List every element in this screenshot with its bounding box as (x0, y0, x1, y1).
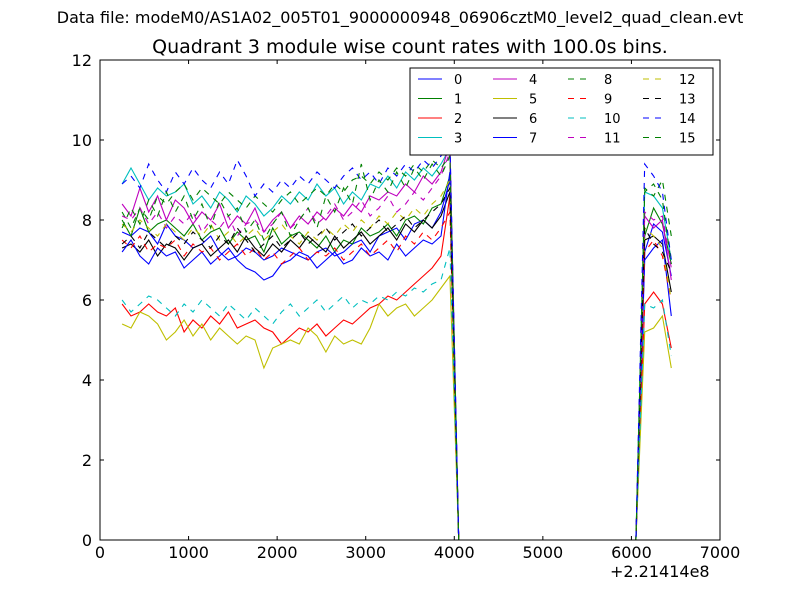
x-offset-label: +2.21414e8 (610, 562, 710, 581)
x-tick-label: 3000 (345, 543, 386, 562)
series-line-8 (121, 154, 672, 541)
legend-label-13: 13 (679, 93, 696, 108)
x-tick-label: 0 (95, 543, 105, 562)
legend-label-15: 15 (679, 132, 696, 147)
y-tick-label: 6 (82, 291, 92, 310)
legend-label-5: 5 (529, 93, 537, 108)
series-line-4 (121, 143, 672, 541)
series-line-9 (121, 209, 672, 541)
x-tick-label: 1000 (168, 543, 209, 562)
legend-label-8: 8 (604, 73, 612, 88)
legend-label-1: 1 (454, 93, 462, 108)
y-tick-label: 0 (82, 531, 92, 550)
legend-label-2: 2 (454, 112, 462, 127)
series-line-1 (121, 175, 672, 541)
legend-label-3: 3 (454, 132, 462, 147)
y-tick-label: 4 (82, 371, 92, 390)
series-line-3 (121, 145, 672, 541)
legend-label-14: 14 (679, 112, 696, 127)
y-tick-label: 8 (82, 211, 92, 230)
series-line-5 (121, 274, 672, 541)
series-line-10 (121, 247, 672, 541)
legend-label-4: 4 (529, 73, 537, 88)
legend-label-6: 6 (529, 112, 537, 127)
y-tick-label: 12 (72, 51, 92, 70)
x-tick-label: 5000 (522, 543, 563, 562)
figure-suptitle: Data file: modeM0/AS1A02_005T01_90000009… (56, 8, 744, 27)
series-line-11 (121, 151, 672, 541)
series-line-7 (121, 171, 672, 541)
x-tick-label: 2000 (257, 543, 298, 562)
legend-label-12: 12 (679, 73, 696, 88)
legend-label-10: 10 (604, 112, 621, 127)
chart-title: Quadrant 3 module wise count rates with … (152, 36, 668, 58)
series-layer (121, 137, 672, 541)
x-tick-label: 4000 (434, 543, 475, 562)
legend-label-11: 11 (604, 132, 621, 147)
legend-box (409, 67, 714, 156)
legend-label-9: 9 (604, 93, 612, 108)
legend-label-0: 0 (454, 73, 462, 88)
x-tick-label: 7000 (700, 543, 741, 562)
x-tick-label: 6000 (611, 543, 652, 562)
y-tick-label: 10 (72, 131, 92, 150)
series-line-12 (121, 177, 672, 541)
series-line-0 (121, 179, 672, 541)
y-tick-label: 2 (82, 451, 92, 470)
legend-label-7: 7 (529, 132, 537, 147)
series-line-15 (121, 155, 672, 541)
